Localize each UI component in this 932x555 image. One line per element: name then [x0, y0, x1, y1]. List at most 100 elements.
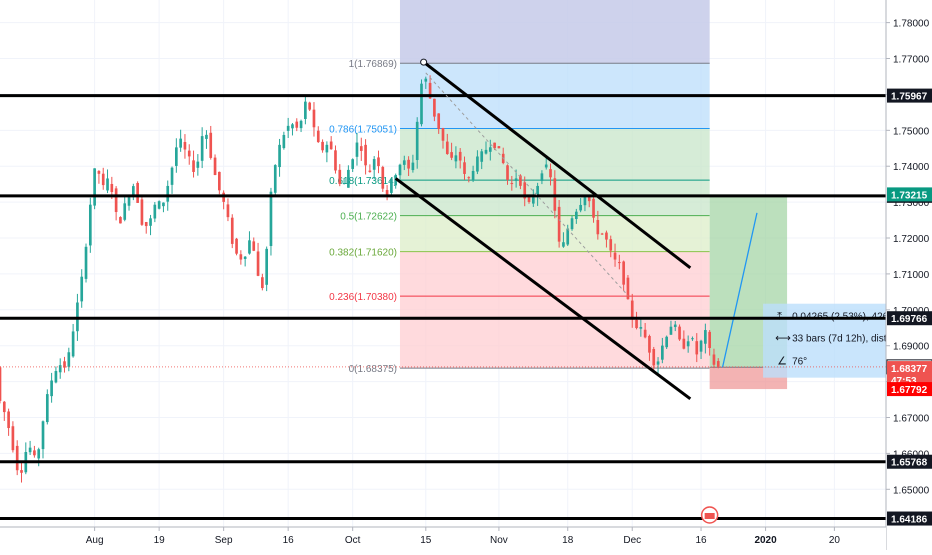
candle-body — [20, 470, 23, 473]
candle-body — [415, 121, 419, 161]
candle-body — [45, 394, 49, 423]
candle-body — [312, 109, 316, 128]
time-tick-label: 16 — [283, 535, 295, 546]
projection-path-line[interactable] — [721, 212, 758, 368]
candle-body — [226, 204, 230, 218]
candle-body — [299, 120, 303, 129]
candle-body — [691, 338, 694, 340]
candle-body — [544, 164, 548, 168]
candle-body — [385, 190, 389, 195]
candle-body — [519, 175, 522, 186]
bars-icon: ⟷ — [775, 333, 791, 345]
candle-body — [286, 125, 290, 131]
candle-body — [540, 173, 544, 181]
drawings[interactable] — [0, 58, 886, 521]
candle-body — [101, 173, 105, 186]
level-price-tag[interactable] — [887, 311, 932, 326]
level-price-tag[interactable] — [887, 511, 932, 526]
candle-body — [187, 150, 191, 157]
candle-body — [162, 202, 165, 207]
candle-body — [471, 170, 475, 180]
candle-body — [316, 130, 320, 143]
measure-box[interactable] — [763, 303, 886, 378]
fib-level-label-0.236: 0.236(1.70380) — [329, 292, 397, 303]
candle-body — [11, 426, 15, 451]
candle-body — [669, 326, 673, 335]
candle-body — [282, 134, 286, 149]
price-tick-label: 1.77000 — [893, 55, 930, 66]
candle-body — [480, 151, 484, 162]
candle-body — [368, 170, 372, 173]
candle-body — [278, 144, 281, 168]
candle-body — [37, 449, 41, 459]
candle-body — [235, 238, 238, 254]
candle-body — [574, 211, 578, 219]
candle-body — [704, 330, 707, 344]
candle-body — [570, 218, 574, 230]
candle-body — [205, 134, 208, 139]
price-tag[interactable] — [887, 361, 932, 376]
measure-bars-distance: 33 bars (7d 12h), distance — [792, 334, 909, 345]
candle-body — [153, 204, 157, 219]
candle-body — [351, 159, 355, 169]
time-axis[interactable]: Aug 19 Sep 16 Oct 15 Nov 18 Dec 16 2020 20 — [0, 506, 886, 550]
time-tick-label: 18 — [562, 535, 574, 546]
fib-level-label-0.786: 0.786(1.75051) — [329, 124, 397, 135]
candle-body — [600, 233, 604, 235]
price-tick-label: 1.69000 — [893, 342, 930, 353]
candle-body — [256, 251, 260, 276]
price-tick-label: 1.75000 — [893, 126, 930, 137]
candle-body — [557, 206, 561, 242]
candle-body — [467, 177, 471, 179]
candle-body — [243, 256, 247, 259]
candle-body — [630, 300, 634, 319]
anchor-handle[interactable] — [420, 58, 428, 66]
price-tag[interactable] — [887, 382, 932, 397]
candle-body — [265, 248, 268, 285]
candle-body — [33, 450, 36, 456]
candle-body — [635, 319, 638, 329]
candle-body — [527, 196, 531, 202]
candle-body — [420, 83, 423, 125]
candle-body — [106, 178, 109, 191]
candle-body — [80, 276, 84, 302]
candle-body — [441, 128, 445, 141]
fib-zone-0.236 — [399, 251, 710, 297]
candle-body — [342, 183, 346, 185]
price-tag[interactable] — [887, 187, 932, 202]
price-tag-label: 47:53 — [891, 376, 917, 387]
price-tick-label: 1.74000 — [893, 162, 930, 173]
time-tick-label: 19 — [154, 535, 166, 546]
level-price-tag[interactable] — [887, 454, 932, 469]
candle-body — [93, 168, 96, 206]
candle-body — [652, 348, 656, 366]
candle-body — [200, 136, 204, 161]
candle-body — [144, 222, 148, 227]
level-price-tag[interactable] — [887, 88, 932, 103]
channel-upper-line[interactable] — [422, 60, 692, 269]
price-axis[interactable]: 1.650001.660001.670001.680001.690001.700… — [885, 0, 932, 550]
dashed-trend-line[interactable] — [425, 72, 629, 296]
candle-body — [170, 167, 174, 185]
candle-body — [407, 159, 410, 169]
candle-body — [213, 157, 217, 175]
candle-body — [609, 239, 613, 251]
candle-body — [665, 336, 668, 348]
channel-lower-line[interactable] — [394, 177, 692, 401]
candle-body — [136, 182, 139, 203]
candle-body — [166, 185, 170, 202]
candle-body — [321, 141, 324, 151]
candle-body — [411, 162, 415, 171]
candle-body — [398, 164, 402, 176]
candle-body — [476, 156, 479, 172]
time-tick-label: 15 — [420, 535, 432, 546]
candle-body — [54, 371, 58, 383]
fib-level-label-1: 1(1.76869) — [349, 59, 397, 70]
candle-body — [114, 188, 118, 213]
candle-body — [110, 183, 114, 193]
fib-level-label-0.5: 0.5(1.72622) — [340, 212, 397, 223]
candle-body — [140, 199, 144, 225]
candle-body — [308, 102, 312, 110]
